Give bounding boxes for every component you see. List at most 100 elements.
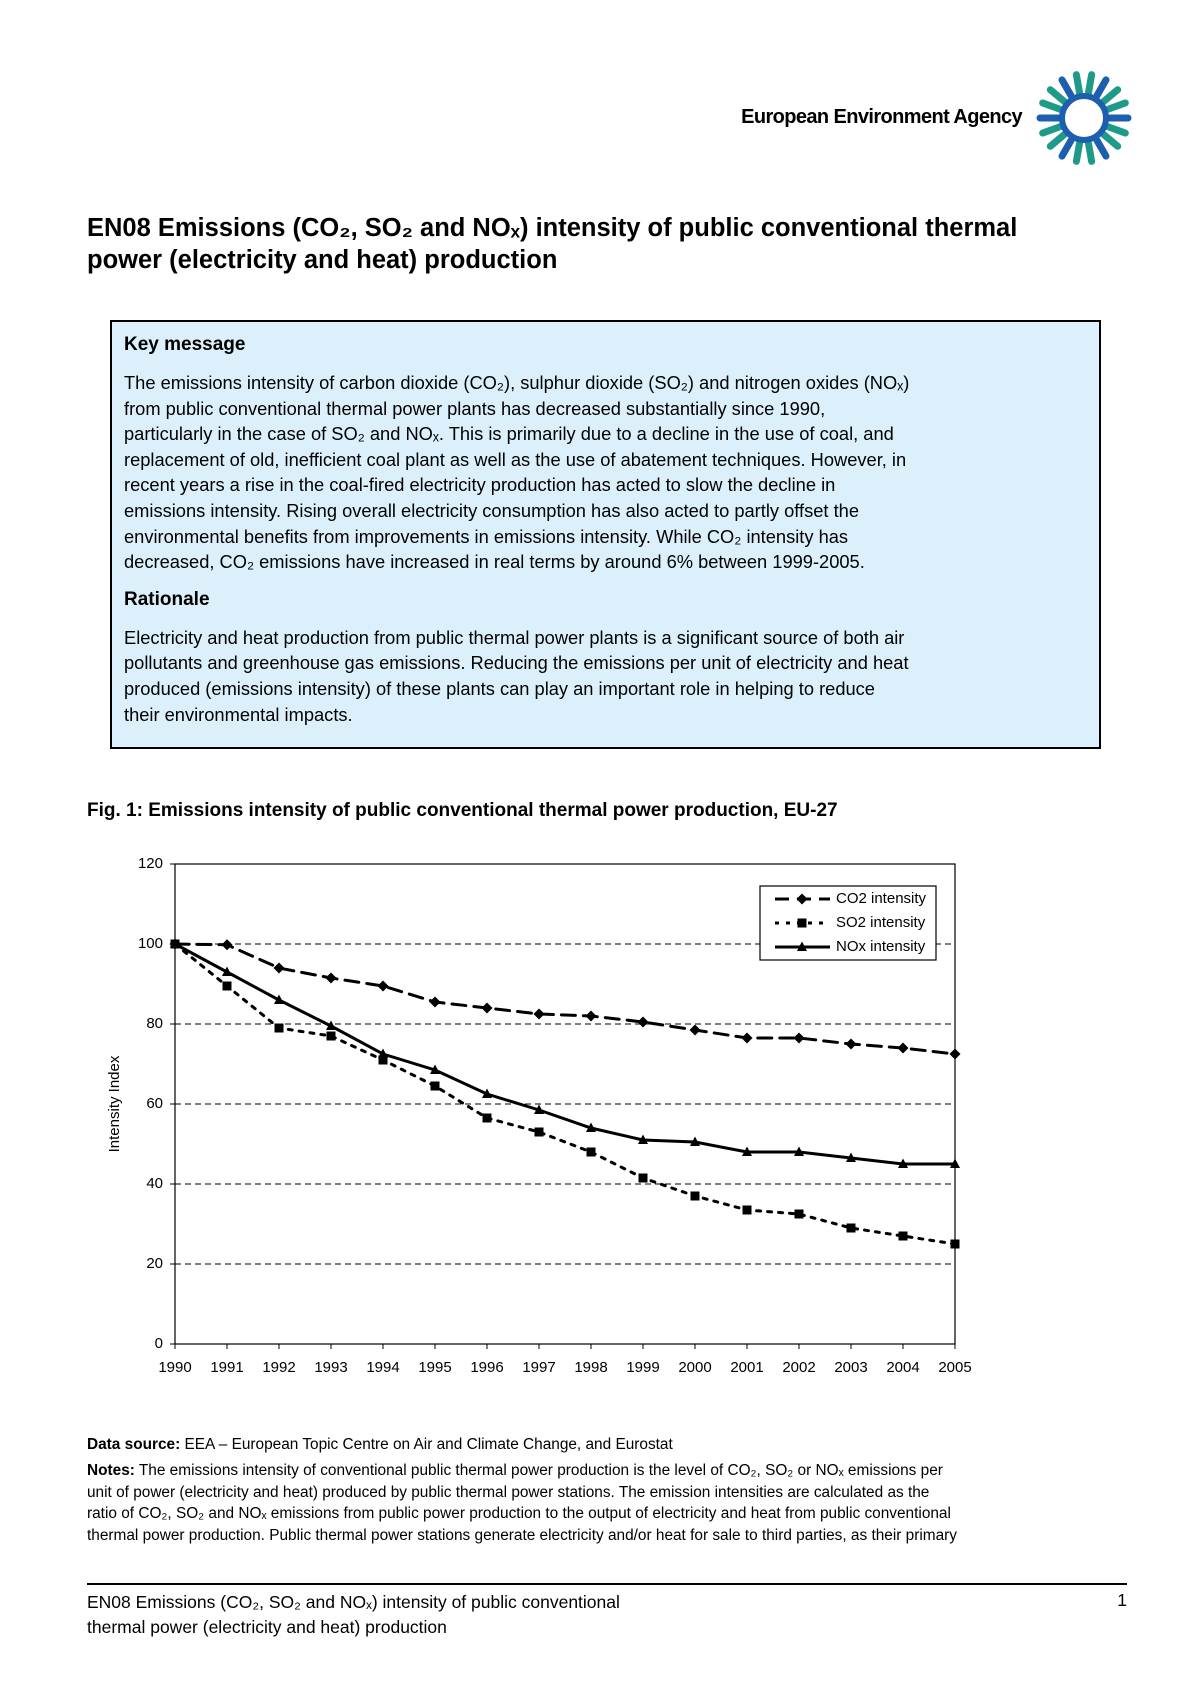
data-point <box>950 1158 960 1168</box>
logo-ray <box>1093 137 1110 160</box>
x-tick-label: 1995 <box>418 1359 451 1376</box>
data-source-text: EEA – European Topic Centre on Air and C… <box>184 1436 673 1453</box>
notes: Notes: The emissions intensity of conven… <box>87 1460 957 1546</box>
data-point <box>430 1064 440 1074</box>
rationale-heading: Rationale <box>124 588 210 610</box>
data-point <box>534 1127 544 1137</box>
notes-line-text: thermal power production. Public thermal… <box>87 1526 957 1544</box>
data-point <box>274 994 284 1004</box>
plot-border <box>174 863 956 1345</box>
series-line <box>173 942 957 1056</box>
legend-label: SO2 intensity <box>836 914 926 931</box>
rationale-line-text: their environmental impacts. <box>124 703 353 725</box>
notes-line-text: The emissions intensity of conventional … <box>138 1462 943 1479</box>
data-point <box>170 938 180 948</box>
x-tick-label: 1997 <box>522 1359 555 1376</box>
legend-label: NOx intensity <box>836 938 926 955</box>
logo-ray <box>1085 140 1096 165</box>
key-message-line: from public conventional thermal power p… <box>124 396 1099 422</box>
logo-ray <box>1100 86 1122 105</box>
logo-ray <box>1072 71 1083 96</box>
key-message-text: The emissions intensity of carbon dioxid… <box>124 370 1099 575</box>
logo-ray <box>1085 71 1096 96</box>
data-point <box>637 1016 649 1028</box>
x-tick-label: 2004 <box>886 1359 919 1376</box>
data-point <box>586 1147 596 1157</box>
title-line: EN08 Emissions (CO₂, SO₂ and NOₓ) intens… <box>87 212 1017 244</box>
x-tick-label: 2001 <box>730 1359 763 1376</box>
notes-label: Notes: <box>87 1462 135 1479</box>
data-point <box>378 1055 388 1065</box>
data-point <box>482 1088 492 1098</box>
x-tick-label: 2000 <box>678 1359 711 1376</box>
data-point <box>482 1113 492 1123</box>
y-tick-label: 80 <box>146 1015 163 1032</box>
data-point <box>326 1020 336 1030</box>
key-message-line: decreased, CO₂ emissions have increased … <box>124 549 1099 575</box>
legend-marker <box>797 918 807 928</box>
series-line <box>173 942 957 1246</box>
data-point <box>846 1223 856 1233</box>
notes-line: ratio of CO₂, SO₂ and NOₓ emissions from… <box>87 1503 957 1525</box>
data-point <box>586 1122 596 1132</box>
data-point <box>222 981 232 991</box>
key-message-line-text: recent years a rise in the coal-fired el… <box>124 474 836 496</box>
data-point <box>377 980 389 992</box>
data-point <box>222 966 232 976</box>
figure-caption: Fig. 1: Emissions intensity of public co… <box>87 800 838 821</box>
logo-ray <box>1093 76 1110 99</box>
rationale-line: their environmental impacts. <box>124 702 1099 728</box>
data-point <box>273 962 285 974</box>
data-point <box>897 1042 909 1054</box>
data-point <box>325 972 337 984</box>
rationale-line-text: produced (emissions intensity) of these … <box>124 677 875 699</box>
data-source: Data source: EEA – European Topic Centre… <box>87 1436 673 1454</box>
data-point <box>793 1032 805 1044</box>
footer-line: thermal power (electricity and heat) pro… <box>87 1615 620 1640</box>
key-message-line: environmental benefits from improvements… <box>124 524 1099 550</box>
data-point <box>742 1146 752 1156</box>
notes-line: Notes: The emissions intensity of conven… <box>87 1460 957 1482</box>
logo-ray <box>1058 76 1075 99</box>
notes-line-text: ratio of CO₂, SO₂ and NOₓ emissions from… <box>87 1505 951 1522</box>
x-tick-label: 2002 <box>782 1359 815 1376</box>
data-point <box>846 1152 856 1162</box>
logo-ring <box>1059 93 1109 143</box>
x-tick-label: 1999 <box>626 1359 659 1376</box>
rationale-text: Electricity and heat production from pub… <box>124 625 1099 727</box>
title-line-text: power (electricity and heat) production <box>87 246 558 274</box>
data-point <box>690 1191 700 1201</box>
data-point <box>949 1048 961 1060</box>
data-point <box>533 1008 545 1020</box>
title-line-text: EN08 Emissions (CO₂, SO₂ and NOₓ) intens… <box>87 214 1018 242</box>
key-message-line-text: decreased, CO₂ emissions have increased … <box>124 551 865 573</box>
data-point <box>742 1205 752 1215</box>
notes-line-text: unit of power (electricity and heat) pro… <box>87 1483 930 1501</box>
legend-marker <box>796 893 808 905</box>
notes-line: thermal power production. Public thermal… <box>87 1525 957 1547</box>
y-tick-label: 100 <box>138 935 163 952</box>
data-point <box>794 1146 804 1156</box>
data-point <box>430 1081 440 1091</box>
key-message-line-text: emissions intensity. Rising overall elec… <box>124 499 859 521</box>
legend-label: CO2 intensity <box>836 890 927 907</box>
data-point <box>690 1136 700 1146</box>
data-point <box>534 1104 544 1114</box>
key-message-line-text: environmental benefits from improvements… <box>124 525 849 547</box>
footer-line: EN08 Emissions (CO₂, SO₂ and NOₓ) intens… <box>87 1590 620 1615</box>
key-message-line: The emissions intensity of carbon dioxid… <box>124 370 1099 396</box>
key-message-heading: Key message <box>124 334 246 355</box>
key-message-line: emissions intensity. Rising overall elec… <box>124 498 1099 524</box>
footer-rule <box>87 1583 1127 1585</box>
key-message-line-text: particularly in the case of SO₂ and NOₓ.… <box>124 423 894 445</box>
key-message-line: recent years a rise in the coal-fired el… <box>124 472 1099 498</box>
x-tick-label: 1991 <box>210 1359 243 1376</box>
logo-ray <box>1039 123 1064 137</box>
data-point <box>221 939 233 951</box>
x-tick-label: 1990 <box>158 1359 191 1376</box>
key-message-line-text: from public conventional thermal power p… <box>124 397 826 419</box>
data-source-label: Data source: <box>87 1436 181 1453</box>
data-point <box>689 1024 701 1036</box>
data-point <box>429 996 441 1008</box>
document-title: EN08 Emissions (CO₂, SO₂ and NOₓ) intens… <box>87 212 1017 276</box>
